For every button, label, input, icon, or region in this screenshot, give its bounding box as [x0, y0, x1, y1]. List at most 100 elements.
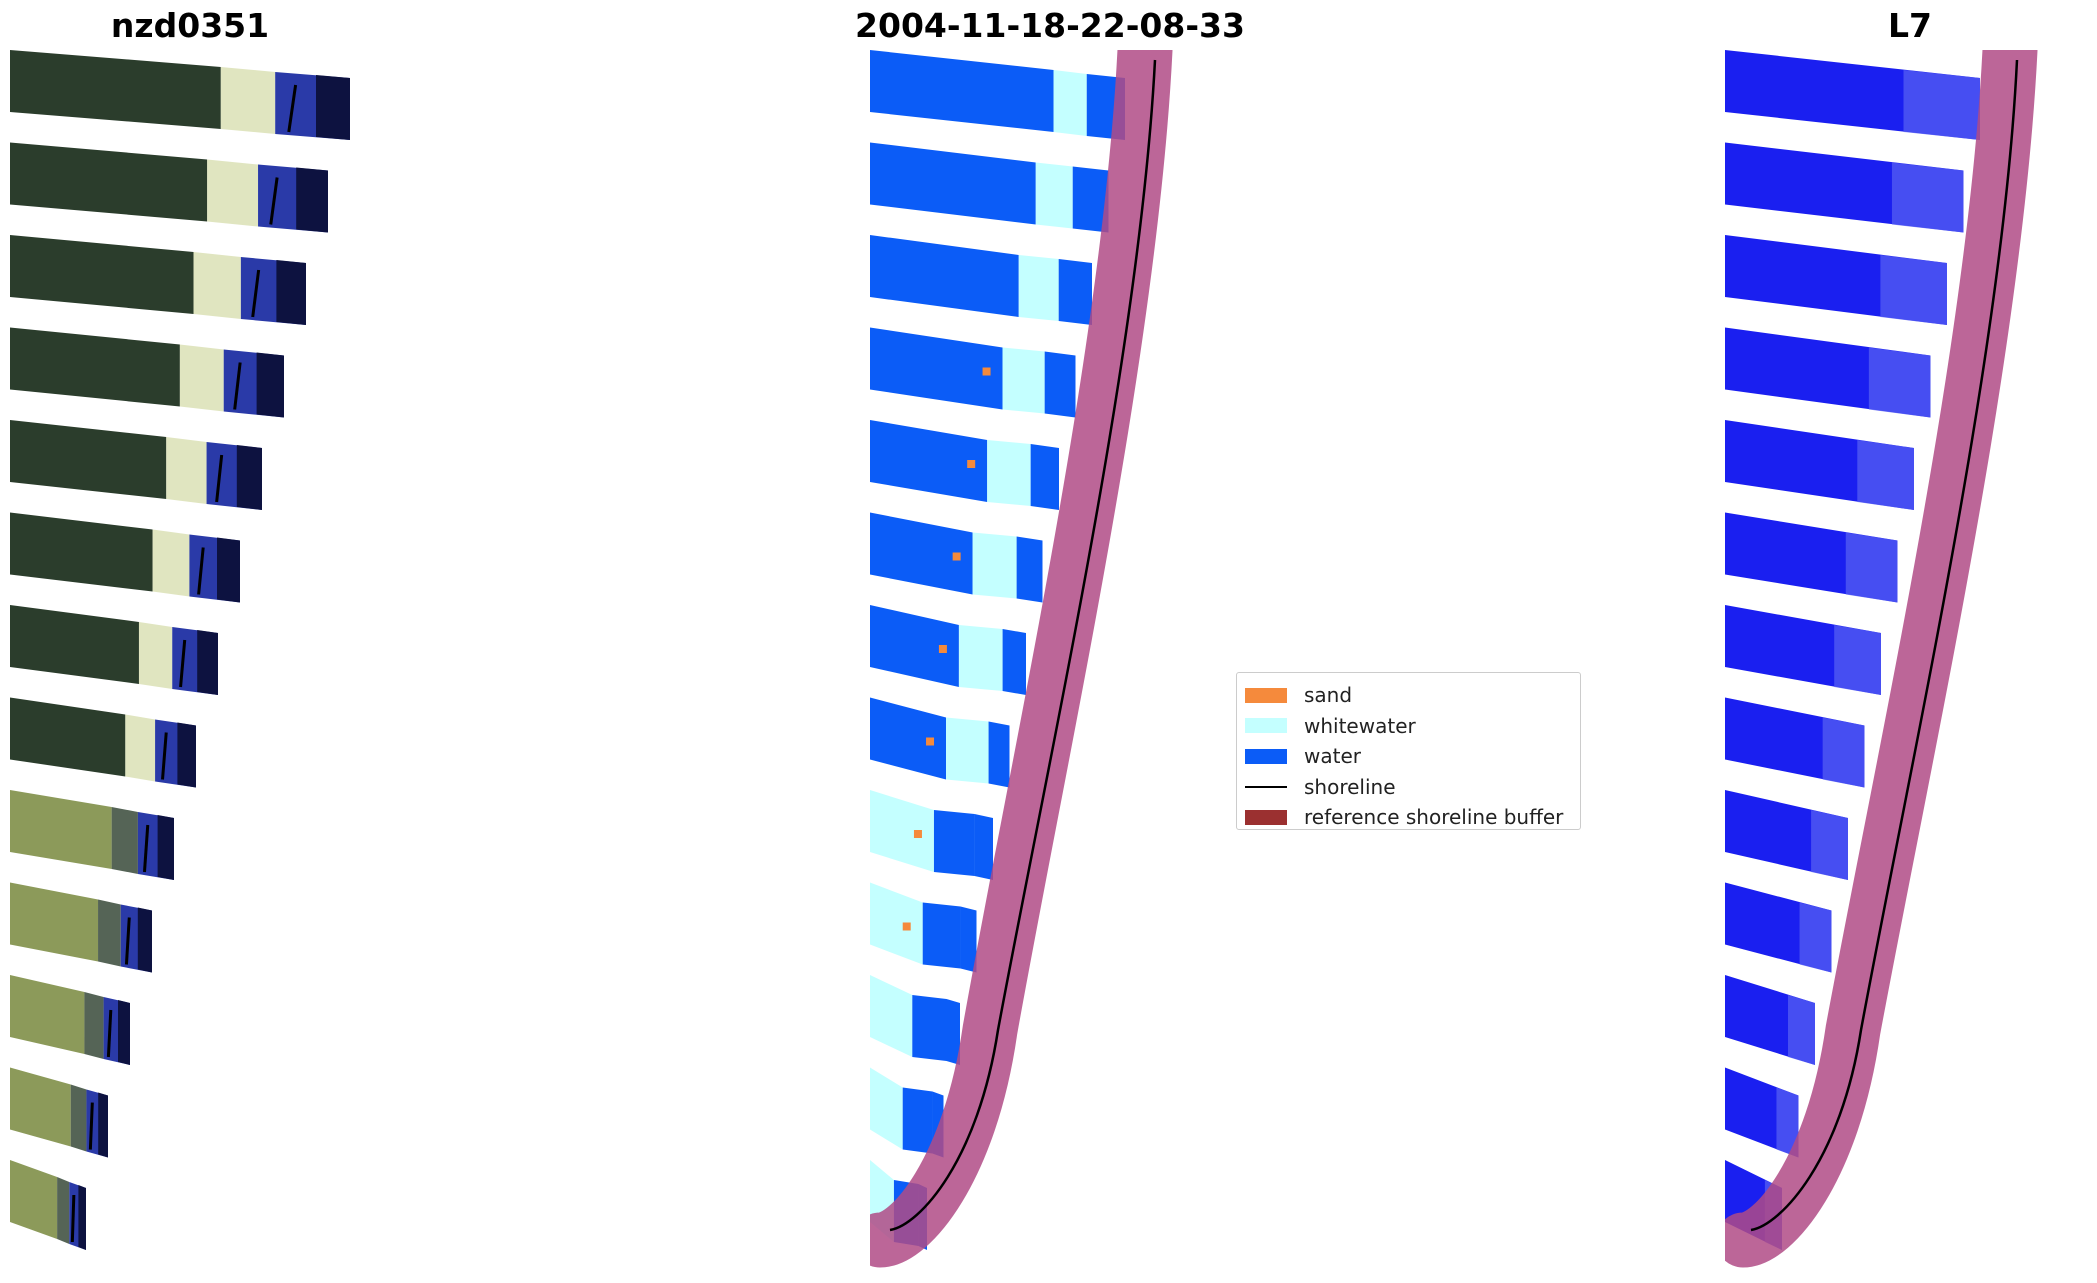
deep-water-strip	[78, 1185, 86, 1250]
surf-zone	[138, 622, 173, 689]
classified-sand	[926, 737, 935, 746]
right-panel-title: L7	[1888, 6, 1932, 45]
legend-label: shoreline	[1304, 774, 1396, 799]
index-nearshore	[1891, 162, 1964, 233]
shoreline-segment	[161, 732, 168, 780]
classified-water	[960, 906, 977, 973]
classified-whitewater	[933, 810, 975, 876]
deep-water-strip	[256, 352, 284, 418]
shoreline-segment	[88, 1102, 94, 1150]
classified-water	[1030, 444, 1059, 510]
surf-zone	[193, 252, 241, 319]
legend: sand whitewater water shoreline referenc…	[1236, 672, 1581, 830]
classified-water	[870, 420, 988, 502]
shoreline-segment	[124, 917, 131, 965]
classified-water	[870, 142, 1036, 225]
land-strip	[10, 1067, 71, 1147]
rgb-image	[10, 50, 350, 1250]
legend-item-water: water	[1245, 741, 1572, 772]
deep-water-strip	[296, 167, 328, 233]
legend-label: reference shoreline buffer	[1304, 805, 1564, 830]
legend-label: whitewater	[1304, 713, 1416, 738]
classified-water	[1044, 351, 1076, 418]
index-nearshore	[1822, 717, 1865, 788]
shoreline-swatch	[1245, 785, 1287, 788]
surf-zone	[70, 1084, 87, 1152]
classified-water	[870, 512, 973, 595]
classified-water	[870, 605, 959, 687]
classification-panel	[870, 50, 1230, 1270]
land-strip	[10, 605, 139, 684]
classified-water	[870, 327, 1003, 410]
classified-whitewater	[987, 440, 1031, 506]
legend-label: water	[1304, 744, 1361, 769]
deep-water-strip	[276, 260, 306, 325]
left-panel-title: nzd0351	[110, 6, 270, 45]
classification-image	[870, 50, 1173, 1268]
legend-label: sand	[1304, 683, 1353, 708]
classified-whitewater	[946, 717, 989, 784]
legend-item-shoreline: shoreline	[1245, 772, 1572, 803]
classified-sand	[938, 645, 947, 653]
surf-zone	[152, 529, 190, 597]
buffer-swatch	[1245, 809, 1287, 825]
shoreline-segment	[287, 84, 298, 133]
classified-sand	[982, 367, 991, 376]
classified-whitewater	[1002, 347, 1045, 414]
deep-water-strip	[177, 722, 196, 788]
center-panel-title: 2004-11-18-22-08-33	[855, 6, 1245, 45]
deep-water-strip	[118, 1000, 130, 1065]
classified-whitewater	[958, 625, 1003, 691]
classified-whitewater	[972, 532, 1017, 599]
land-strip	[10, 50, 221, 129]
classified-whitewater	[1035, 162, 1073, 229]
classified-water	[870, 697, 947, 780]
classified-whitewater	[902, 1087, 933, 1154]
land-strip	[10, 882, 99, 962]
land-strip	[10, 142, 208, 222]
classified-water	[870, 882, 923, 965]
deep-water-strip	[236, 445, 262, 510]
deep-water-strip	[217, 537, 240, 603]
whitewater-swatch	[1245, 718, 1287, 734]
classified-water	[870, 975, 913, 1057]
shoreline-segment	[233, 362, 242, 410]
land-strip	[10, 1160, 58, 1239]
classified-water	[1002, 629, 1026, 695]
classified-sand	[952, 552, 961, 561]
surf-zone	[220, 67, 276, 134]
shoreline-segment	[197, 547, 205, 595]
index-panel	[1725, 50, 2095, 1270]
classified-water	[870, 235, 1019, 317]
surf-zone	[111, 807, 138, 874]
land-strip	[10, 790, 112, 869]
classified-whitewater	[1018, 255, 1059, 321]
classified-sand	[967, 460, 976, 468]
classified-whitewater	[912, 995, 947, 1061]
index-nearshore	[1845, 532, 1898, 603]
classified-whitewater	[922, 902, 961, 969]
surf-zone	[57, 1177, 70, 1244]
land-strip	[10, 235, 194, 314]
classified-water	[870, 50, 1054, 132]
index-nearshore	[1903, 70, 1980, 140]
index-nearshore	[1880, 255, 1947, 325]
deep-water-strip	[137, 907, 152, 973]
deep-water-strip	[316, 75, 350, 140]
classified-whitewater	[1053, 70, 1087, 136]
surf-zone	[179, 344, 224, 412]
rgb-image-panel	[10, 50, 410, 1270]
land-strip	[10, 975, 85, 1054]
classified-sand	[913, 830, 922, 838]
classified-water	[870, 790, 934, 872]
sand-swatch	[1245, 687, 1287, 703]
index-nearshore	[1811, 810, 1848, 880]
shoreline-segment	[251, 269, 261, 318]
surf-zone	[207, 159, 259, 227]
shoreline-segment	[142, 824, 150, 873]
classified-water	[870, 1067, 903, 1150]
deep-water-strip	[197, 630, 218, 695]
shoreline-segment	[269, 177, 279, 225]
index-image	[1725, 50, 2038, 1268]
land-strip	[10, 697, 126, 777]
